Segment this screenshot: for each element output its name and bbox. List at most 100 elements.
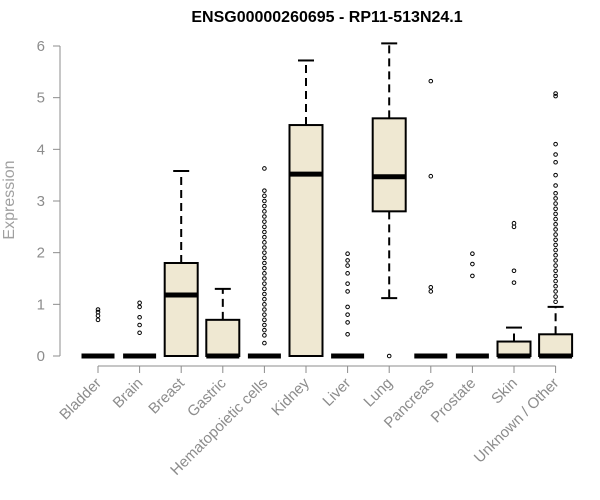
outlier-point	[511, 220, 517, 226]
x-tick-label: Brain	[110, 375, 147, 412]
outlier-point	[553, 252, 558, 258]
outlier-point	[262, 203, 267, 209]
outlier-point	[262, 312, 267, 317]
y-tick-label: 5	[37, 90, 45, 107]
outlier-point	[137, 304, 142, 310]
outlier-point	[262, 214, 267, 219]
outlier-point	[345, 312, 350, 317]
y-tick-label: 3	[37, 193, 45, 210]
outlier-point	[470, 251, 475, 256]
x-tick-label: Bladder	[56, 375, 105, 424]
box-breast	[163, 170, 199, 357]
outlier-point	[345, 258, 350, 263]
box-pancreas	[414, 78, 448, 359]
outlier-point	[470, 261, 475, 267]
box-skin	[496, 220, 532, 359]
outlier-point	[262, 240, 267, 245]
outlier-point	[553, 183, 558, 188]
outlier-point	[553, 93, 558, 99]
outlier-point	[345, 332, 350, 337]
outlier-point	[262, 340, 267, 346]
outlier-point	[262, 193, 267, 199]
outlier-point	[511, 268, 517, 274]
outlier-point	[262, 322, 267, 328]
outlier-point	[262, 245, 267, 250]
outlier-point	[553, 294, 558, 299]
outlier-point	[428, 284, 434, 290]
outlier-point	[262, 234, 267, 240]
outlier-point	[262, 317, 267, 323]
outlier-point	[345, 281, 350, 286]
box-rect	[205, 318, 241, 358]
outlier-point	[95, 313, 101, 319]
outlier-point	[345, 320, 350, 325]
box-rect	[371, 117, 407, 213]
outlier-point	[553, 273, 558, 279]
outlier-point	[553, 196, 558, 201]
outlier-point	[345, 289, 350, 294]
outlier-point	[262, 198, 267, 204]
outlier-point	[553, 258, 558, 263]
box-lung	[371, 42, 407, 359]
box-rect	[538, 333, 574, 357]
outlier-point	[262, 188, 267, 193]
box-rect	[163, 262, 199, 357]
outlier-point	[553, 299, 558, 305]
outlier-point	[553, 283, 558, 289]
outlier-point	[428, 173, 434, 179]
outlier-point	[262, 209, 267, 214]
x-tick-label: Kidney	[268, 374, 313, 419]
outlier-point	[553, 289, 558, 294]
outlier-point	[262, 166, 267, 171]
outlier-point	[262, 276, 267, 281]
outlier-point	[428, 289, 434, 294]
outlier-point	[511, 280, 517, 285]
y-axis-label: Expression	[1, 160, 18, 239]
outlier-point	[262, 291, 267, 297]
outlier-point	[345, 263, 350, 268]
outlier-point	[553, 201, 558, 206]
outlier-point	[553, 237, 558, 243]
outlier-point	[262, 281, 267, 286]
x-tick-label: Lung	[360, 375, 396, 411]
outlier-point	[345, 271, 350, 276]
x-tick-label: Liver	[319, 375, 354, 410]
outlier-point	[511, 224, 517, 230]
outlier-point	[262, 296, 267, 302]
outlier-point	[262, 302, 267, 307]
outlier-point	[345, 251, 350, 256]
box-gastric	[205, 287, 241, 359]
outlier-point	[553, 227, 558, 232]
chart-title: ENSG00000260695 - RP11-513N24.1	[191, 9, 462, 26]
outlier-point	[553, 190, 558, 196]
outlier-point	[553, 172, 558, 178]
outlier-point	[137, 330, 142, 336]
outlier-point	[553, 247, 558, 253]
outlier-point	[95, 307, 101, 312]
box-unknown-other	[538, 91, 574, 359]
outlier-point	[553, 152, 558, 157]
y-tick-label: 4	[37, 141, 45, 158]
x-tick-label: Skin	[488, 375, 521, 408]
outlier-point	[553, 206, 558, 212]
outlier-point	[553, 278, 558, 284]
outlier-point	[262, 260, 267, 266]
x-tick-label: Prostate	[428, 375, 480, 427]
outlier-point	[262, 219, 267, 224]
box-brain	[123, 300, 157, 359]
outlier-point	[262, 255, 267, 261]
outlier-point	[553, 91, 558, 96]
y-tick-label: 0	[37, 348, 45, 365]
outlier-point	[262, 229, 267, 235]
box-prostate	[455, 251, 489, 359]
outlier-point	[553, 221, 558, 227]
y-axis: 0 1 2 3 4 5 6	[37, 38, 61, 365]
outlier-point	[262, 286, 267, 292]
y-tick-label: 6	[37, 38, 45, 55]
box-liver	[331, 251, 365, 359]
outlier-point	[470, 273, 475, 279]
outlier-point	[95, 317, 101, 323]
box-bladder	[81, 307, 115, 359]
